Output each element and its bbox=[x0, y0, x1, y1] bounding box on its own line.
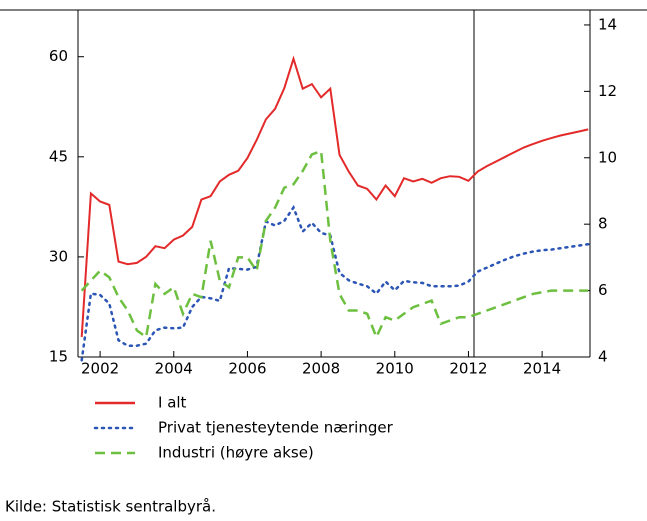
x-tick-label: 2002 bbox=[81, 360, 119, 378]
y2-tick-label: 6 bbox=[598, 281, 608, 299]
y-tick-label: 30 bbox=[49, 247, 68, 265]
series-line bbox=[80, 55, 589, 338]
legend-label: Privat tjenesteytende næringer bbox=[158, 419, 394, 437]
y2-tick-label: 10 bbox=[598, 148, 617, 166]
x-tick-label: 2008 bbox=[302, 360, 340, 378]
series-line bbox=[80, 204, 590, 362]
legend-label: I alt bbox=[158, 394, 187, 412]
x-tick-label: 2006 bbox=[228, 360, 266, 378]
x-tick-label: 2004 bbox=[155, 360, 193, 378]
legend-label: Industri (høyre akse) bbox=[158, 444, 314, 462]
x-tick-label: 2012 bbox=[449, 360, 487, 378]
y2-tick-label: 14 bbox=[598, 15, 617, 33]
y-tick-label: 60 bbox=[49, 47, 68, 65]
x-tick-label: 2010 bbox=[376, 360, 414, 378]
y2-tick-label: 8 bbox=[598, 215, 608, 233]
source: Kilde: Statistisk sentralbyrå. bbox=[5, 498, 216, 516]
y-tick-label: 45 bbox=[49, 147, 68, 165]
series-line bbox=[80, 149, 589, 341]
y2-tick-label: 12 bbox=[598, 82, 617, 100]
x-tick-label: 2014 bbox=[523, 360, 561, 378]
y-tick-label: 15 bbox=[49, 348, 68, 366]
y2-tick-label: 4 bbox=[598, 348, 608, 366]
